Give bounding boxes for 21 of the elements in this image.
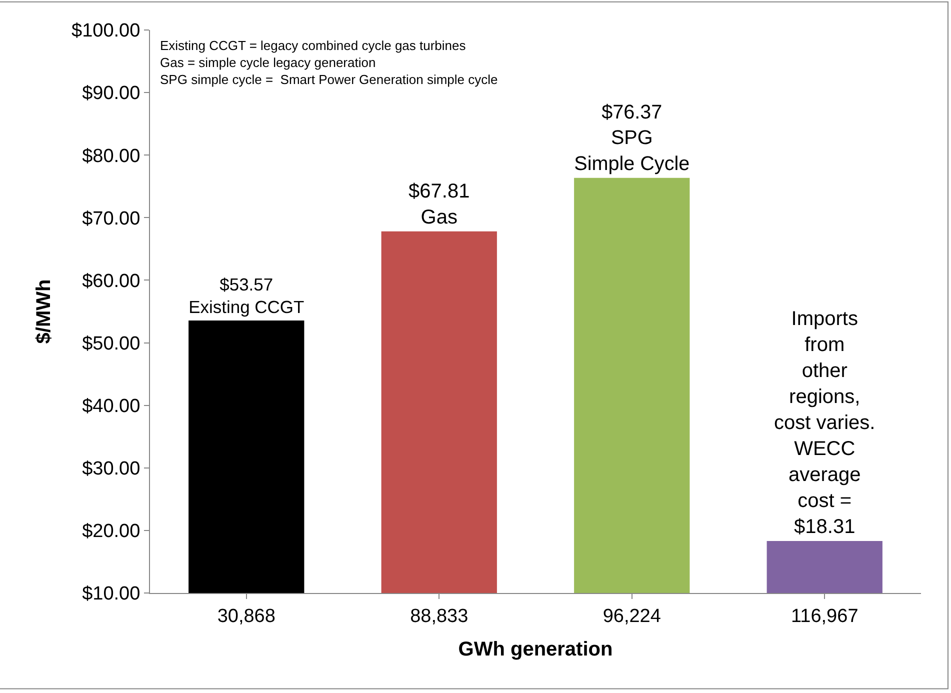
y-tick-label: $70.00: [82, 208, 140, 230]
y-axis-title: $/MWh: [33, 279, 56, 344]
x-tick-label: 96,224: [602, 606, 662, 627]
y-tick-label: $100.00: [72, 20, 140, 42]
data-label: $53.57 Existing CCGT: [188, 274, 304, 318]
y-tick-label: $40.00: [82, 396, 140, 417]
y-tick-label: $60.00: [82, 270, 140, 292]
data-label: $67.81 Gas: [408, 180, 470, 228]
text: Imports from other regions, cost varies. WECC average cost = $18.31: [774, 308, 876, 538]
y-tick-label: $80.00: [82, 146, 140, 167]
x-tick-label: 88,833: [410, 606, 468, 627]
y-tick-label: $20.00: [82, 521, 140, 542]
y-tick-label: $50.00: [82, 333, 140, 354]
x-axis-title: GWh generation: [458, 638, 613, 660]
x-tick-label: 30,868: [217, 606, 276, 627]
x-tick-label: 116,967: [790, 606, 858, 627]
y-tick-label: $10.00: [82, 584, 140, 605]
data-label: $76.37 SPG Simple Cycle: [574, 101, 690, 175]
annotation: Existing CCGT = legacy combined cycle gas turbines Gas = simple cycle legacy generation SPG simple cycle = Smart Power Generation simple cycle: [160, 38, 498, 87]
y-tick-label: $90.00: [82, 83, 140, 104]
y-tick-label: $30.00: [82, 458, 140, 480]
